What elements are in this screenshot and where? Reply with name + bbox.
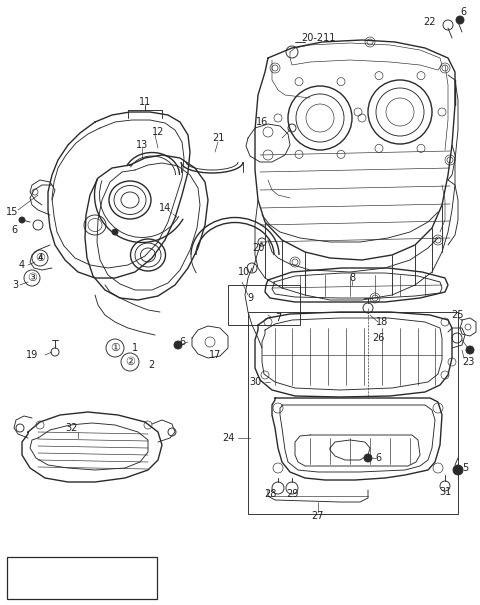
Text: 27: 27 bbox=[312, 511, 324, 521]
Text: ③: ③ bbox=[27, 273, 37, 283]
Text: ①: ① bbox=[110, 343, 120, 353]
Text: 4: 4 bbox=[37, 253, 43, 263]
Text: 19: 19 bbox=[26, 350, 38, 360]
Text: 6: 6 bbox=[375, 453, 381, 463]
Text: 28: 28 bbox=[264, 489, 276, 499]
Text: 6: 6 bbox=[11, 225, 17, 235]
Text: 17: 17 bbox=[209, 350, 221, 360]
Text: 7: 7 bbox=[275, 313, 281, 323]
Text: 6: 6 bbox=[179, 337, 185, 347]
Text: 22: 22 bbox=[424, 17, 436, 27]
Bar bbox=[228, 285, 300, 325]
Text: 2: 2 bbox=[148, 360, 154, 370]
Text: THE NO. 1 : ① ~ ④: THE NO. 1 : ① ~ ④ bbox=[14, 581, 97, 589]
Text: 1: 1 bbox=[132, 343, 138, 353]
Text: 20: 20 bbox=[252, 243, 264, 253]
Text: 10: 10 bbox=[238, 267, 250, 277]
Text: 13: 13 bbox=[136, 140, 148, 150]
Circle shape bbox=[456, 16, 464, 24]
Text: 16: 16 bbox=[256, 117, 268, 127]
Text: 12: 12 bbox=[152, 127, 164, 137]
Text: 18: 18 bbox=[376, 317, 388, 327]
Text: 4: 4 bbox=[19, 260, 25, 270]
FancyBboxPatch shape bbox=[7, 557, 157, 599]
Text: 11: 11 bbox=[139, 97, 151, 107]
Text: 20-211: 20-211 bbox=[301, 33, 335, 43]
Circle shape bbox=[453, 465, 463, 475]
Text: 6: 6 bbox=[460, 7, 466, 17]
Text: 5: 5 bbox=[462, 463, 468, 473]
Circle shape bbox=[19, 217, 25, 223]
Text: 23: 23 bbox=[462, 357, 474, 367]
Text: NOTE: NOTE bbox=[16, 560, 44, 569]
Text: 25: 25 bbox=[452, 310, 464, 320]
Text: 30: 30 bbox=[249, 377, 261, 387]
Bar bbox=[248, 312, 458, 514]
Circle shape bbox=[112, 229, 118, 235]
Circle shape bbox=[466, 346, 474, 354]
Text: 8: 8 bbox=[349, 273, 355, 283]
Text: 3: 3 bbox=[12, 280, 18, 290]
Text: 9: 9 bbox=[247, 293, 253, 303]
Text: 15: 15 bbox=[6, 207, 18, 217]
Text: 26: 26 bbox=[372, 333, 384, 343]
Circle shape bbox=[174, 341, 182, 349]
Text: 14: 14 bbox=[159, 203, 171, 213]
Text: ④: ④ bbox=[35, 253, 45, 263]
Circle shape bbox=[364, 454, 372, 462]
Text: 32: 32 bbox=[66, 423, 78, 433]
Text: ②: ② bbox=[125, 357, 135, 367]
Text: 21: 21 bbox=[212, 133, 224, 143]
Text: 29: 29 bbox=[286, 489, 298, 499]
Text: 31: 31 bbox=[439, 487, 451, 497]
Text: 24: 24 bbox=[222, 433, 234, 443]
